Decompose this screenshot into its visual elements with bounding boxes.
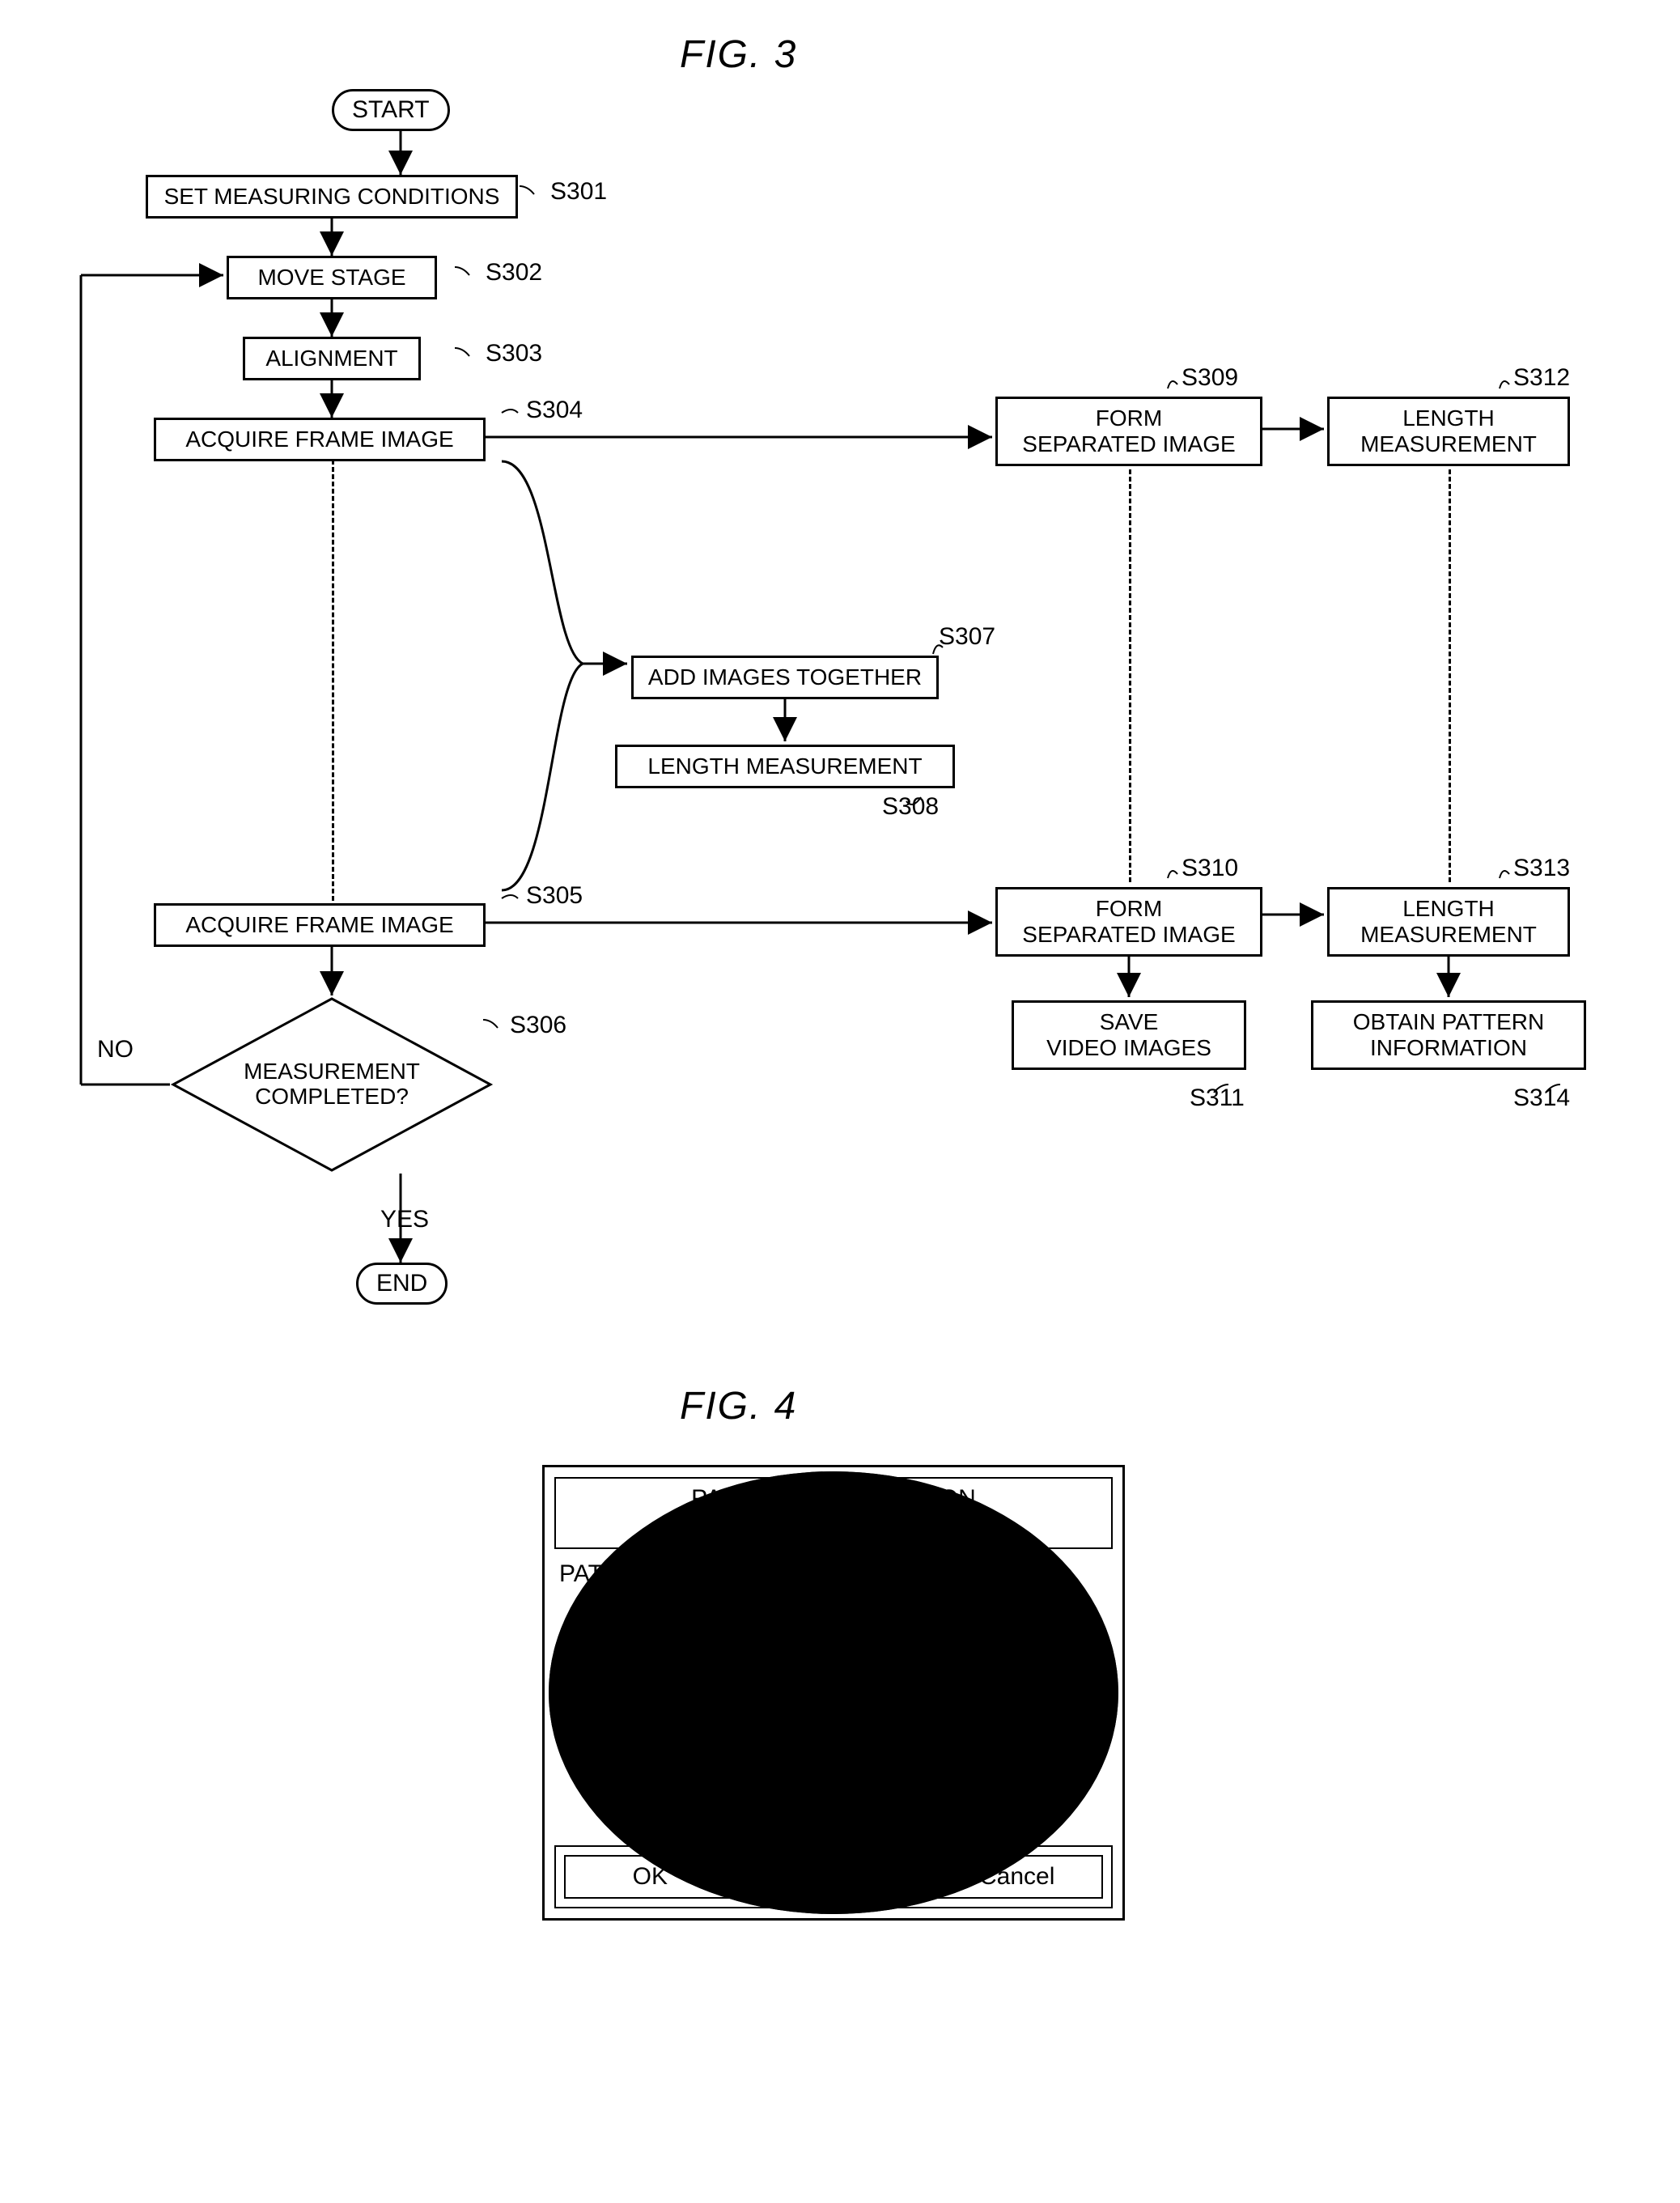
tag-s304: S304 <box>526 397 583 424</box>
step-s312: LENGTH MEASUREMENT <box>1327 397 1570 466</box>
dash-main <box>332 460 334 901</box>
no-label: NO <box>97 1036 134 1063</box>
step-s309: FORM SEPARATED IMAGE <box>995 397 1262 466</box>
end-terminator: END <box>356 1263 448 1305</box>
step-s303: ALIGNMENT <box>243 337 421 380</box>
tag-s309: S309 <box>1182 364 1238 392</box>
tag-s306: S306 <box>510 1012 566 1039</box>
decision-text: MEASUREMENT COMPLETED? <box>170 1059 494 1110</box>
step-s313: LENGTH MEASUREMENT <box>1327 887 1570 957</box>
tag-s305: S305 <box>526 882 583 910</box>
save-video-radio[interactable]: VIDEO IMAGES <box>626 1772 846 1800</box>
tag-s301: S301 <box>550 178 607 206</box>
yes-label: YES <box>380 1206 429 1233</box>
step-s308: LENGTH MEASUREMENT <box>615 745 955 788</box>
tag-s312: S312 <box>1513 364 1570 392</box>
step-s311: SAVE VIDEO IMAGES <box>1012 1000 1246 1070</box>
brace-frames <box>486 453 631 906</box>
step-s314: OBTAIN PATTERN INFORMATION <box>1311 1000 1586 1070</box>
dash-s309 <box>1129 469 1131 882</box>
extraction-dialog: PATTERN INFORMATION EXTRACTION CONDITION… <box>542 1465 1125 1921</box>
step-s304: ACQUIRE FRAME IMAGE <box>154 418 486 461</box>
tag-s302: S302 <box>486 259 542 287</box>
decision-s306: MEASUREMENT COMPLETED? <box>170 995 494 1174</box>
step-s307: ADD IMAGES TOGETHER <box>631 656 939 699</box>
tag-s310: S310 <box>1182 855 1238 882</box>
radio-icon <box>626 1784 630 1789</box>
fig4-title: FIG. 4 <box>680 1384 797 1428</box>
step-s310: FORM SEPARATED IMAGE <box>995 887 1262 957</box>
tag-s311: S311 <box>1190 1085 1245 1112</box>
step-s302: MOVE STAGE <box>227 256 437 299</box>
tag-s308: S308 <box>882 793 939 821</box>
figure-canvas: FIG. 3 START <box>32 32 1651 2169</box>
tag-s314: S314 <box>1513 1085 1570 1112</box>
dash-s312 <box>1449 469 1451 882</box>
tag-s307: S307 <box>939 623 995 651</box>
step-s301: SET MEASURING CONDITIONS <box>146 175 518 219</box>
tag-s313: S313 <box>1513 855 1570 882</box>
step-s305: ACQUIRE FRAME IMAGE <box>154 903 486 947</box>
tag-s303: S303 <box>486 340 542 367</box>
